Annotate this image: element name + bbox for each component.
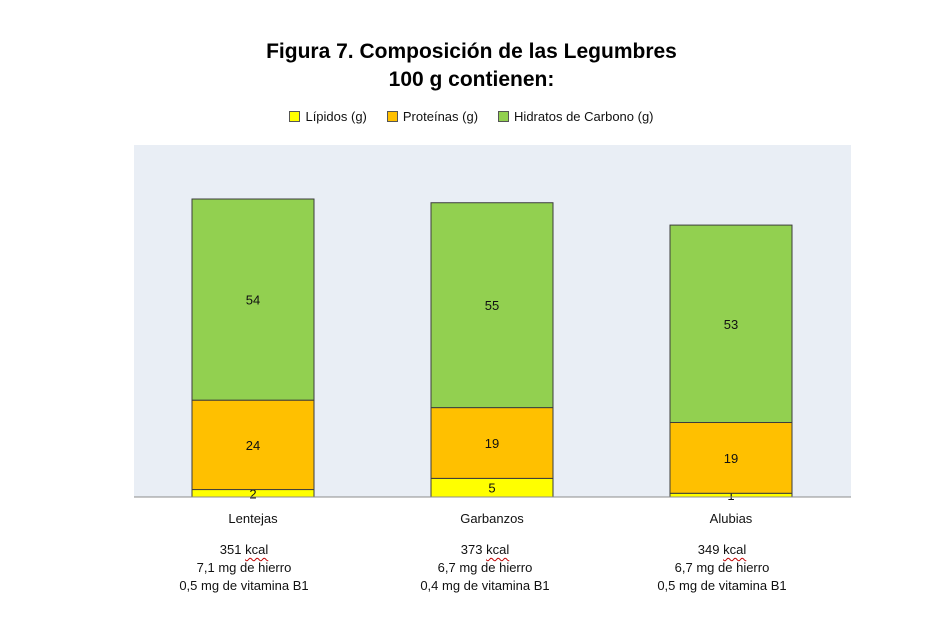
- footnote-alubias: 349 kcal 6,7 mg de hierro 0,5 mg de vita…: [622, 541, 822, 595]
- legend: Lípidos (g) Proteínas (g) Hidratos de Ca…: [0, 109, 943, 124]
- footnote-kcal: 351 kcal: [144, 541, 344, 559]
- bar-proteinas-lentejas: [191, 399, 315, 491]
- bar-proteinas-alubias: [669, 422, 793, 494]
- footnote-iron: 7,1 mg de hierro: [196, 560, 292, 575]
- footnote-kcal: 373 kcal: [385, 541, 585, 559]
- legend-label-hidratos: Hidratos de Carbono (g): [514, 109, 654, 124]
- legend-item-proteinas: Proteínas (g): [386, 109, 479, 124]
- footnote-kcal: 349 kcal: [622, 541, 822, 559]
- legend-swatch-lipidos: [289, 111, 301, 122]
- legend-item-hidratos: Hidratos de Carbono (g): [498, 109, 654, 124]
- data-label-hidratos-lentejas: 54: [246, 293, 260, 308]
- kcal-unit: kcal: [723, 542, 747, 557]
- chart-subtitle: 100 g contienen:: [388, 68, 555, 91]
- legend-swatch-hidratos: [498, 111, 510, 122]
- data-label-proteinas-lentejas: 24: [246, 438, 260, 453]
- kcal-value: 373: [460, 542, 483, 557]
- legend-label-lipidos: Lípidos (g): [305, 109, 367, 124]
- kcal-unit: kcal: [486, 542, 510, 557]
- footnote-b1: 0,4 mg de vitamina B1: [420, 578, 550, 593]
- footnote-b1: 0,5 mg de vitamina B1: [657, 578, 787, 593]
- legend-label-proteinas: Proteínas (g): [402, 109, 479, 124]
- data-label-hidratos-garbanzos: 55: [485, 298, 499, 313]
- kcal-value: 349: [697, 542, 720, 557]
- data-label-proteinas-alubias: 19: [724, 451, 738, 466]
- footnote-lentejas: 351 kcal 7,1 mg de hierro 0,5 mg de vita…: [144, 541, 344, 595]
- legend-swatch-proteinas: [386, 111, 398, 122]
- data-label-hidratos-alubias: 53: [724, 317, 738, 332]
- legend-item-lipidos: Lípidos (g): [289, 109, 367, 124]
- data-label-lipidos-alubias: 1: [727, 488, 734, 503]
- footnote-iron: 6,7 mg de hierro: [674, 560, 770, 575]
- x-tick-label-garbanzos: Garbanzos: [460, 511, 524, 526]
- footnote-b1: 0,5 mg de vitamina B1: [179, 578, 309, 593]
- chart-title: Figura 7. Composición de las Legumbres: [266, 40, 677, 63]
- x-tick-label-lentejas: Lentejas: [228, 511, 278, 526]
- data-label-lipidos-garbanzos: 5: [488, 481, 495, 496]
- kcal-unit: kcal: [245, 542, 269, 557]
- kcal-value: 351: [219, 542, 242, 557]
- x-tick-label-alubias: Alubias: [710, 511, 753, 526]
- bar-proteinas-garbanzos: [430, 407, 554, 479]
- data-label-lipidos-lentejas: 2: [249, 486, 256, 501]
- bar-hidratos-alubias: [669, 224, 793, 424]
- footnote-iron: 6,7 mg de hierro: [437, 560, 533, 575]
- bar-hidratos-garbanzos: [430, 202, 554, 409]
- data-label-proteinas-garbanzos: 19: [485, 436, 499, 451]
- bar-hidratos-lentejas: [191, 198, 315, 401]
- footnote-garbanzos: 373 kcal 6,7 mg de hierro 0,4 mg de vita…: [385, 541, 585, 595]
